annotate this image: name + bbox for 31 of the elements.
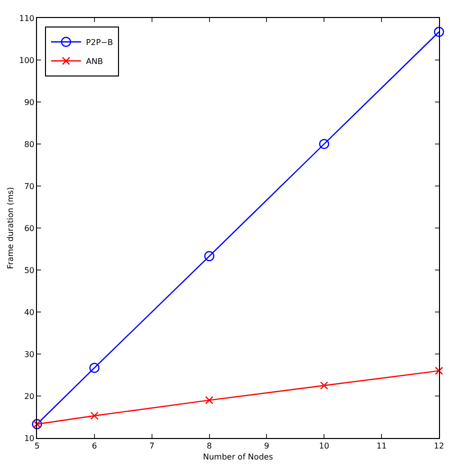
y-tick-label: 90	[24, 98, 34, 107]
point	[90, 412, 99, 420]
y-tick-label: 50	[24, 266, 34, 275]
y-tick-label: 30	[24, 350, 34, 359]
x-tick-label: 9	[264, 442, 270, 451]
y-tick-label: 110	[19, 14, 34, 23]
x-tick-label: 8	[206, 442, 212, 451]
legend-label: P2P−B	[86, 38, 113, 48]
point	[89, 362, 100, 373]
point	[434, 26, 444, 37]
y-tick-label: 70	[24, 182, 34, 191]
x-tick-label: 12	[434, 442, 444, 451]
y-axis-title: Frame duration (ms)	[6, 187, 15, 269]
x-axis-title: Number of Nodes	[203, 452, 273, 462]
x-tick-label: 10	[319, 442, 330, 451]
x-tick-label: 6	[92, 442, 97, 451]
point	[320, 381, 328, 390]
legend-label: ANB	[86, 57, 103, 66]
y-tick-label: 60	[24, 224, 34, 233]
point	[319, 138, 330, 150]
y-tick-label: 80	[24, 140, 34, 149]
point	[204, 251, 214, 262]
x-tick-label: 7	[149, 442, 154, 451]
x-tick-label: 11	[376, 442, 387, 451]
y-tick-label: 20	[24, 392, 34, 401]
point	[434, 366, 444, 375]
point	[205, 396, 214, 404]
y-tick-label: 40	[24, 308, 34, 317]
y-tick-label: 10	[24, 434, 34, 443]
y-tick-label: 100	[19, 56, 34, 65]
x-tick-label: 5	[34, 442, 40, 451]
